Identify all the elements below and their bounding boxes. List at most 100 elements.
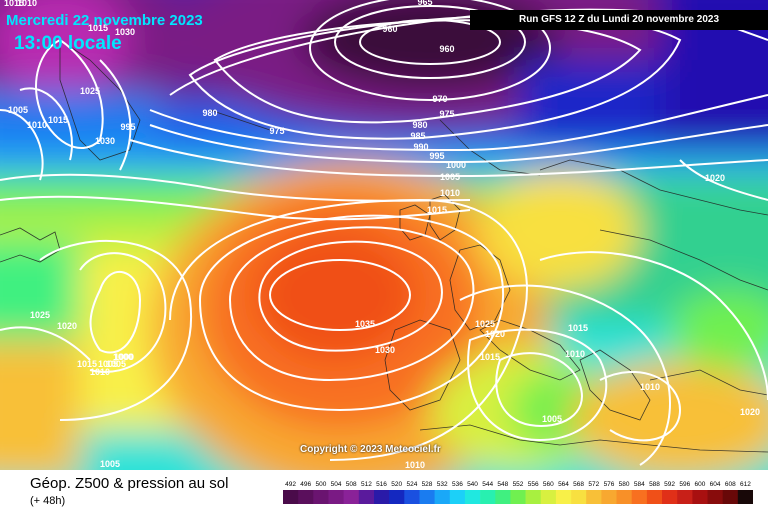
legend-tick: 576 (604, 481, 615, 488)
legend-tick: 596 (679, 481, 690, 488)
legend-swatch (692, 490, 708, 504)
isobar-label: 1030 (375, 345, 395, 355)
legend-swatch (677, 490, 693, 504)
isobar-label: 1020 (705, 173, 725, 183)
isobar-label: 980 (412, 120, 427, 130)
isobar-label: 985 (410, 131, 425, 141)
isobar-label: 1005 (8, 105, 28, 115)
legend-tick: 608 (725, 481, 736, 488)
legend-tick: 536 (452, 481, 463, 488)
isobar-label: 975 (269, 126, 284, 136)
isobar-label: 1020 (57, 321, 77, 331)
legend-swatch (616, 490, 632, 504)
isobar-label: 1025 (475, 319, 495, 329)
isobar-label: 1015 (48, 115, 68, 125)
legend-swatch (464, 490, 481, 504)
isobar-label: 1020 (485, 329, 505, 339)
isobar-label: 1030 (115, 27, 135, 37)
legend-tick: 584 (634, 481, 645, 488)
legend-tick: 528 (422, 481, 433, 488)
isobar-label: 1020 (740, 407, 760, 417)
isobar-labels: 9659609609709759759809809859909959951000… (4, 0, 760, 470)
legend-swatch (374, 490, 390, 504)
isobar-label: 1010 (640, 382, 660, 392)
legend-swatch (646, 490, 663, 504)
legend-swatch (555, 490, 572, 504)
isobar-lines (0, 0, 768, 465)
legend-swatch (631, 490, 648, 504)
legend-swatch (722, 490, 739, 504)
isobar-label: 995 (120, 122, 135, 132)
legend-tick: 552 (513, 481, 524, 488)
legend-tick: 512 (361, 481, 372, 488)
legend-tick: 604 (710, 481, 721, 488)
legend-swatch (571, 490, 587, 504)
legend-swatch (434, 490, 451, 504)
legend-tick: 580 (619, 481, 630, 488)
legend-swatch (449, 490, 466, 504)
legend-tick-labels: 492 496 500 504 508 512 516 520 524 528 532 536 540 5… (285, 481, 751, 488)
legend-tick: 592 (664, 481, 675, 488)
legend-swatches (283, 490, 753, 504)
legend-tick: 520 (391, 481, 402, 488)
legend-swatch (510, 490, 526, 504)
isobar-label: 1025 (80, 86, 100, 96)
legend-tick: 496 (300, 481, 311, 488)
legend-tick: 540 (467, 481, 478, 488)
isobar-label: 1010 (405, 460, 425, 470)
isobar-label: 1000 (113, 352, 133, 362)
isobar-label: 1010 (565, 349, 585, 359)
legend-tick: 612 (740, 481, 751, 488)
legend-swatch (328, 490, 344, 504)
isobar-label: 995 (429, 151, 444, 161)
legend-swatch (389, 490, 405, 504)
isobar-label: 1010 (17, 0, 37, 8)
legend-swatch (737, 490, 753, 504)
legend-swatch (601, 490, 617, 504)
isobar-label: 1015 (88, 23, 108, 33)
legend-swatch (419, 490, 435, 504)
map-subtitle: (+ 48h) (30, 495, 66, 507)
pressure-map: 9659609609709759759809809859909959951000… (0, 0, 768, 470)
legend-swatch (662, 490, 678, 504)
forecast-time: 13:00 locale (14, 33, 122, 54)
legend-swatch (525, 490, 542, 504)
isobar-label: 1035 (355, 319, 375, 329)
isobar-label: 1005 (106, 359, 126, 369)
geopotential-field (0, 0, 768, 470)
legend-tick: 504 (331, 481, 342, 488)
legend-tick: 548 (497, 481, 508, 488)
legend-swatch (540, 490, 557, 504)
legend-tick: 568 (573, 481, 584, 488)
legend-tick: 556 (528, 481, 539, 488)
legend-swatch (586, 490, 602, 504)
legend-swatch (358, 490, 375, 504)
legend-swatch (707, 490, 723, 504)
legend-swatch (480, 490, 496, 504)
isobar-label: 1000 (114, 352, 134, 362)
legend-tick: 508 (346, 481, 357, 488)
isobar-label: 1015 (480, 352, 500, 362)
isobar-label: 1005 (542, 414, 562, 424)
isobar-label: 970 (432, 94, 447, 104)
color-scale-legend: 492 496 500 504 508 512 516 520 524 528 532 536 540 5… (283, 481, 753, 504)
legend-tick: 564 (558, 481, 569, 488)
isobar-label: 1005 (100, 459, 120, 469)
isobar-label: 960 (439, 44, 454, 54)
map-title: Géop. Z500 & pression au sol (30, 475, 229, 492)
isobar-label: 1015 (4, 0, 24, 8)
isobar-label: 1010 (90, 367, 110, 377)
isobar-label: 990 (413, 142, 428, 152)
model-run-info: Run GFS 12 Z du Lundi 20 novembre 2023 (470, 10, 768, 30)
legend-tick: 560 (543, 481, 554, 488)
isobar-label: 980 (202, 108, 217, 118)
isobar-label: 960 (382, 24, 397, 34)
legend-tick: 516 (376, 481, 387, 488)
legend-tick: 492 (285, 481, 296, 488)
legend-tick: 572 (588, 481, 599, 488)
isobar-label: 1000 (446, 160, 466, 170)
isobar-label: 1015 (427, 205, 447, 215)
isobar-label: 1005 (440, 172, 460, 182)
isobar-label: 1010 (27, 120, 47, 130)
